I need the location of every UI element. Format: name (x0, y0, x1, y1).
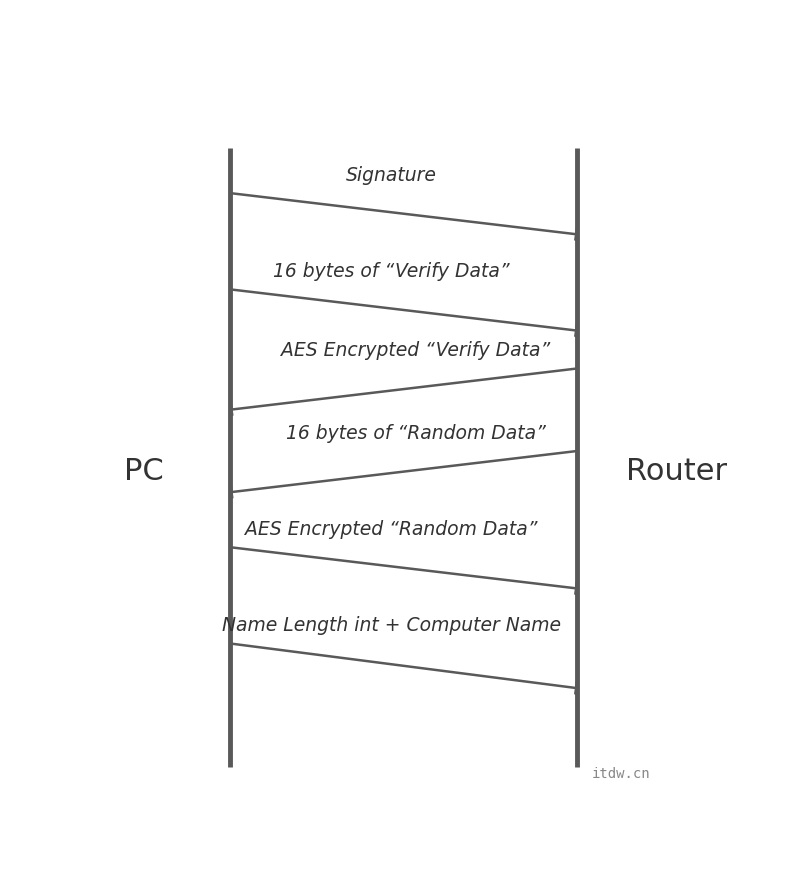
Text: 16 bytes of “Verify Data”: 16 bytes of “Verify Data” (274, 263, 510, 281)
Text: AES Encrypted “Random Data”: AES Encrypted “Random Data” (246, 520, 538, 539)
Text: Router: Router (626, 457, 727, 486)
Text: Signature: Signature (346, 166, 437, 185)
Text: 16 bytes of “Random Data”: 16 bytes of “Random Data” (286, 423, 546, 443)
Text: AES Encrypted “Verify Data”: AES Encrypted “Verify Data” (282, 341, 550, 360)
Text: Name Length int + Computer Name: Name Length int + Computer Name (222, 616, 561, 635)
Text: PC: PC (123, 457, 163, 486)
Text: itdw.cn: itdw.cn (591, 767, 650, 781)
